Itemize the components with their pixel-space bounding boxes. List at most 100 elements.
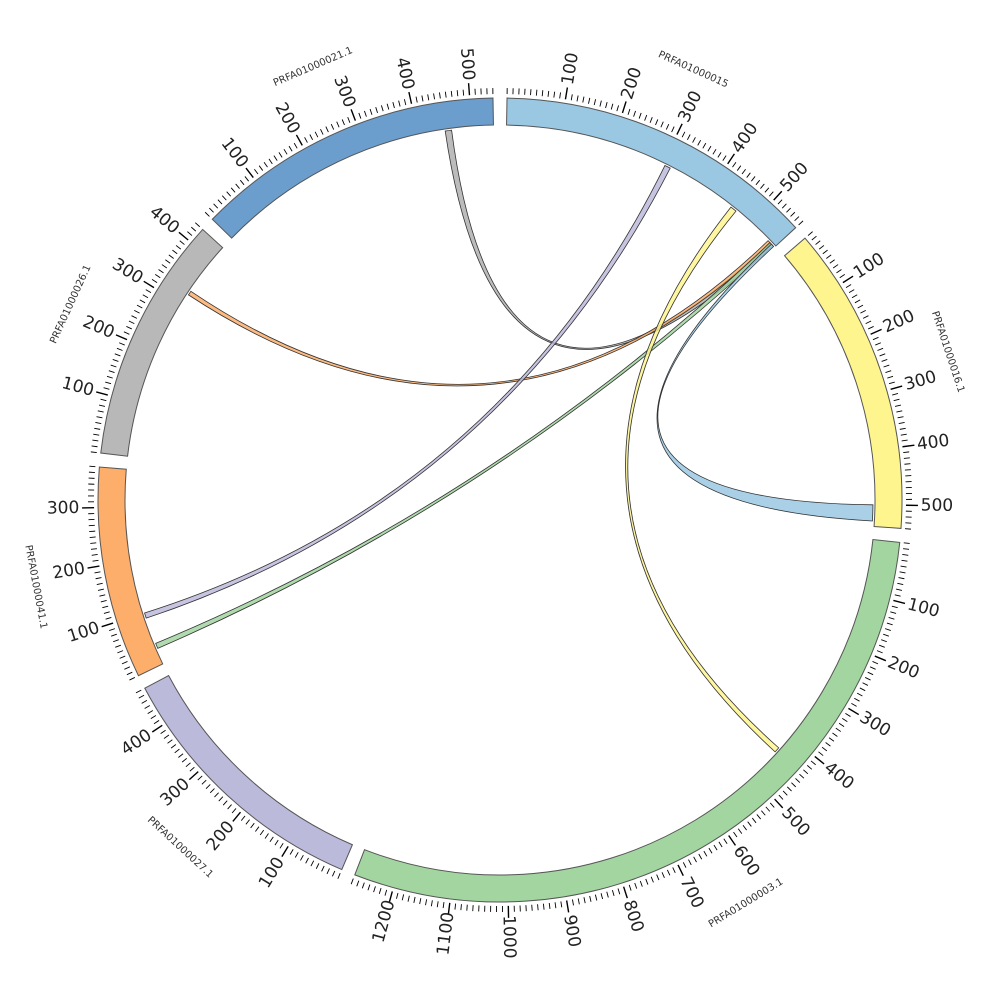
minor-tick xyxy=(756,180,760,185)
minor-tick xyxy=(89,466,95,467)
tick-label: 300 xyxy=(674,88,706,126)
minor-tick xyxy=(682,132,685,137)
minor-tick xyxy=(241,816,245,821)
minor-tick xyxy=(571,94,572,100)
minor-tick xyxy=(795,217,799,221)
minor-tick xyxy=(251,823,255,828)
minor-tick xyxy=(900,428,906,429)
minor-tick xyxy=(595,895,596,901)
minor-tick xyxy=(122,661,128,663)
minor-tick xyxy=(639,113,641,119)
tick-label: 500 xyxy=(777,803,814,840)
minor-tick xyxy=(97,583,103,584)
minor-tick xyxy=(694,857,697,862)
minor-tick xyxy=(180,241,185,245)
minor-tick xyxy=(765,188,769,193)
minor-tick xyxy=(875,343,881,345)
minor-tick xyxy=(698,140,701,145)
minor-tick xyxy=(683,862,686,867)
minor-tick xyxy=(245,176,249,181)
minor-tick xyxy=(374,886,376,892)
minor-tick xyxy=(320,129,323,134)
minor-tick xyxy=(408,896,409,902)
major-tick xyxy=(409,92,412,104)
minor-tick xyxy=(832,733,837,736)
tick-label: 400 xyxy=(391,55,418,91)
minor-tick xyxy=(714,845,717,850)
minor-tick xyxy=(752,818,756,823)
minor-tick xyxy=(159,269,164,272)
minor-tick xyxy=(860,688,865,691)
minor-tick xyxy=(290,849,293,854)
minor-tick xyxy=(656,119,658,125)
minor-tick xyxy=(102,606,108,608)
minor-tick xyxy=(223,801,227,805)
minor-tick xyxy=(896,589,902,590)
minor-tick xyxy=(584,897,585,903)
tick-label: 500 xyxy=(921,495,954,515)
tick-label: 300 xyxy=(329,73,359,110)
minor-tick xyxy=(854,698,859,701)
major-tick xyxy=(469,83,470,95)
tick-label: 400 xyxy=(916,431,951,455)
minor-tick xyxy=(738,829,742,834)
minor-tick xyxy=(228,805,232,810)
minor-tick xyxy=(311,861,314,866)
tick-label: 100 xyxy=(905,594,941,621)
minor-tick xyxy=(439,92,440,98)
segment-band xyxy=(98,467,163,676)
minor-tick xyxy=(142,700,147,703)
minor-tick xyxy=(783,791,787,795)
minor-tick xyxy=(431,900,432,906)
segment-name-label: PRFA01000041.1 xyxy=(22,544,48,630)
minor-tick xyxy=(899,578,905,579)
minor-tick xyxy=(255,827,259,832)
minor-tick xyxy=(818,752,823,756)
minor-tick xyxy=(93,434,99,435)
minor-tick xyxy=(733,162,736,167)
minor-tick xyxy=(351,879,353,885)
minor-tick xyxy=(902,440,908,441)
minor-tick xyxy=(757,814,761,819)
minor-tick xyxy=(672,127,675,132)
minor-tick xyxy=(889,382,895,384)
minor-tick xyxy=(175,749,180,753)
tick-label: 1100 xyxy=(433,911,458,956)
minor-tick xyxy=(873,337,879,339)
minor-tick xyxy=(457,90,458,96)
minor-tick xyxy=(549,903,550,909)
tick-label: 400 xyxy=(820,758,858,794)
minor-tick xyxy=(894,399,900,400)
minor-tick xyxy=(902,554,908,555)
minor-tick xyxy=(791,783,795,787)
major-tick xyxy=(233,812,241,821)
minor-tick xyxy=(280,843,283,848)
minor-tick xyxy=(124,667,129,669)
minor-tick xyxy=(165,260,170,264)
minor-tick xyxy=(148,711,153,714)
minor-tick xyxy=(105,382,111,384)
minor-tick xyxy=(414,897,415,903)
tick-label: 500 xyxy=(456,47,478,81)
minor-tick xyxy=(191,227,196,231)
major-tick xyxy=(296,135,302,145)
major-tick xyxy=(189,772,198,780)
minor-tick xyxy=(751,176,755,181)
minor-tick xyxy=(863,316,868,319)
tick-label: 200 xyxy=(271,99,304,137)
minor-tick xyxy=(543,904,544,910)
major-tick xyxy=(729,835,736,845)
minor-tick xyxy=(661,122,663,128)
minor-tick xyxy=(645,115,647,121)
minor-tick xyxy=(396,893,398,899)
minor-tick xyxy=(151,715,156,718)
minor-tick xyxy=(868,672,873,675)
minor-tick xyxy=(126,326,131,329)
minor-tick xyxy=(836,269,841,272)
minor-tick xyxy=(902,560,908,561)
tick-label: 500 xyxy=(776,159,813,196)
minor-tick xyxy=(190,767,195,771)
